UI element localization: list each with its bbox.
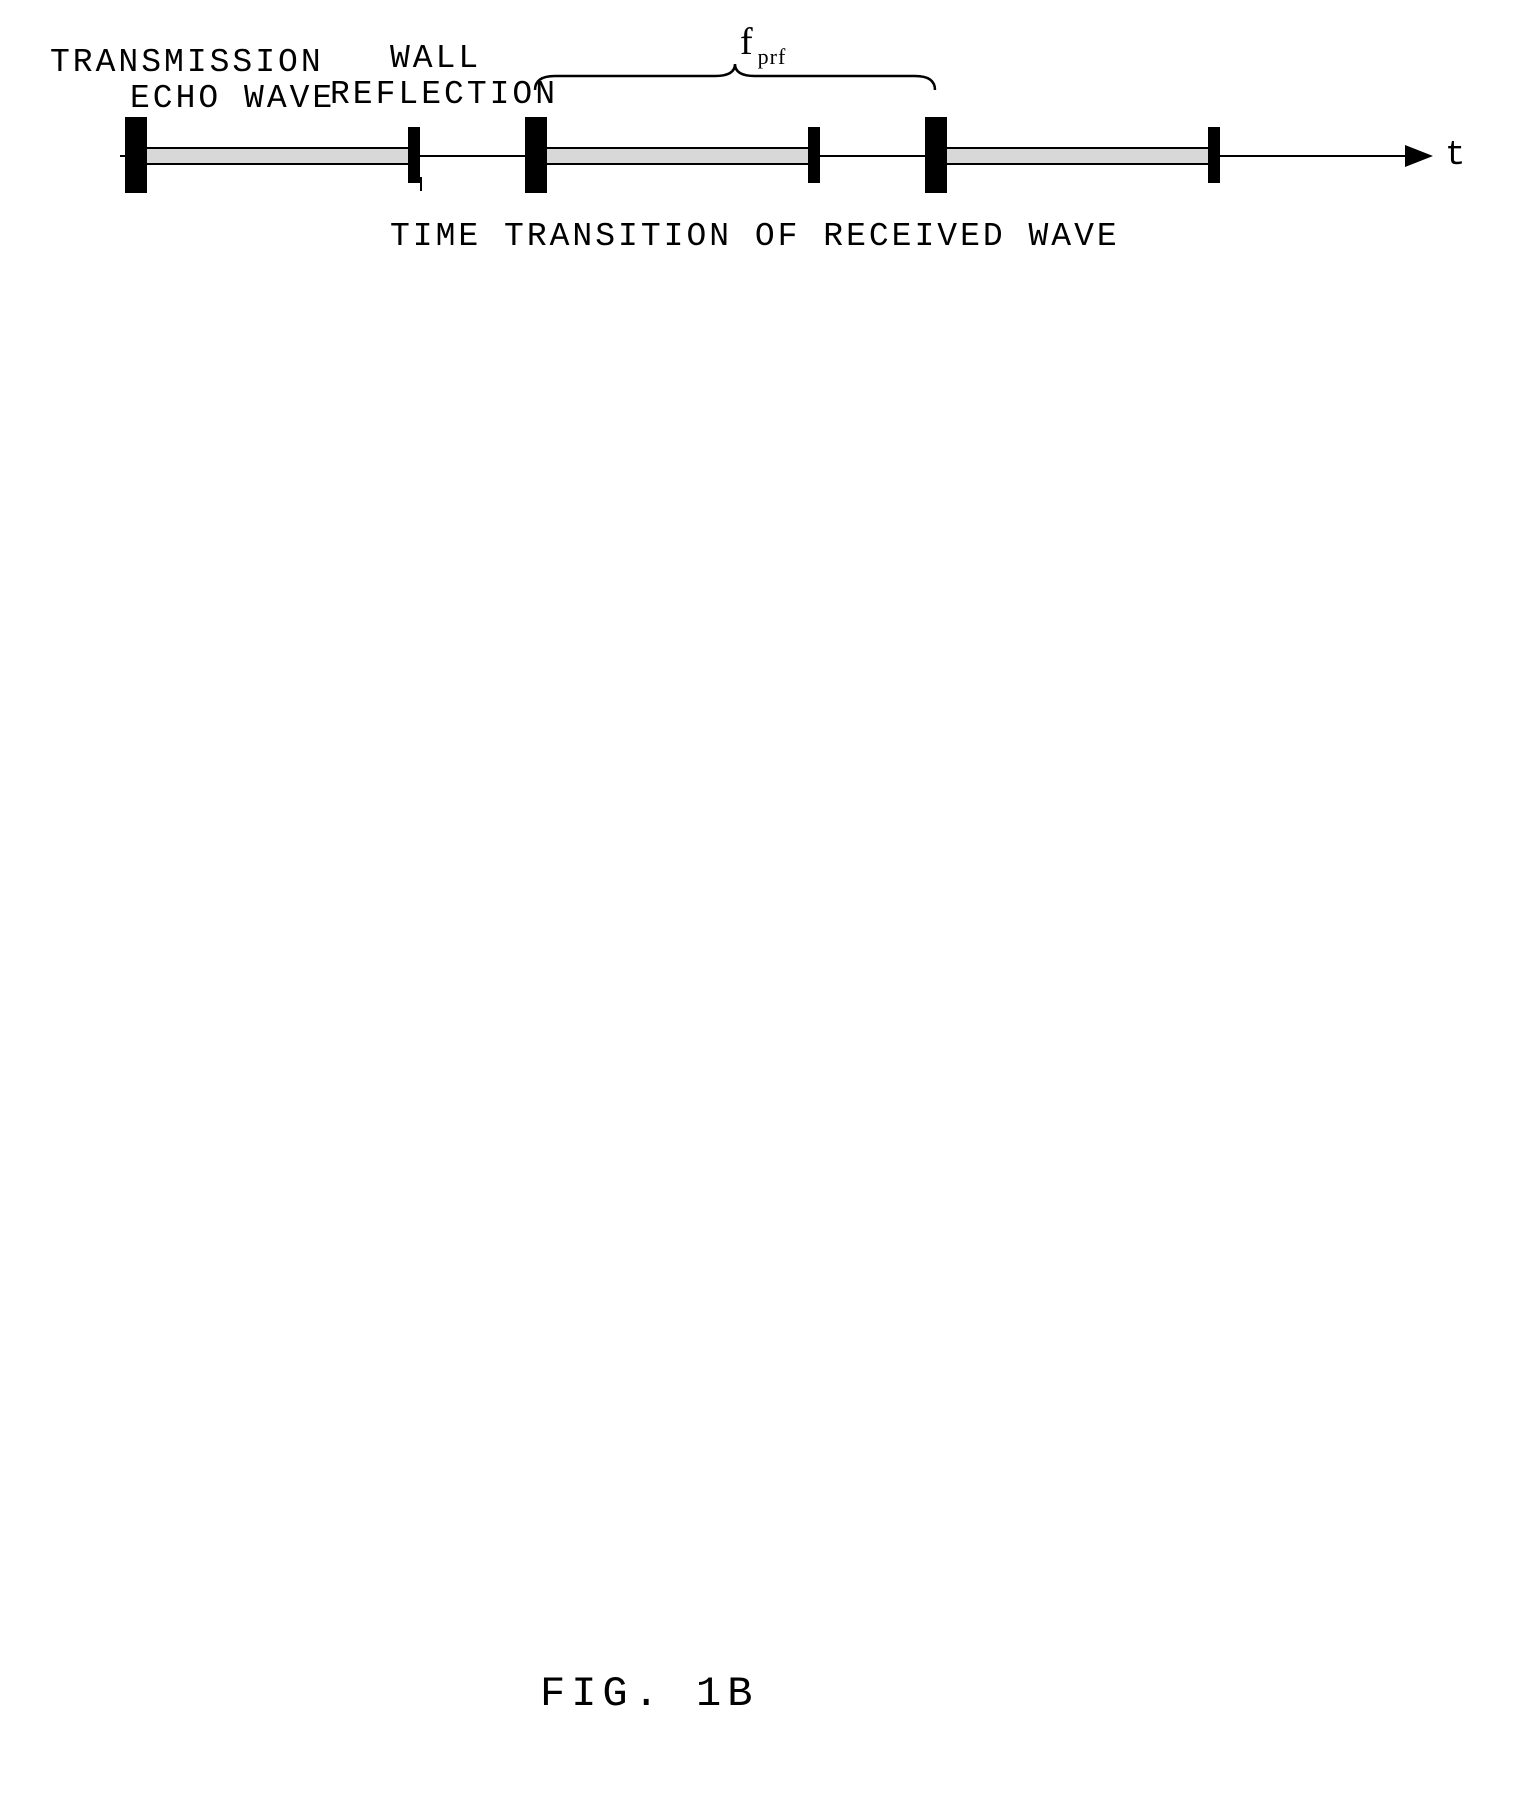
tx-pulse-3 <box>925 117 947 193</box>
timeline: t <box>120 125 1460 185</box>
timing-diagram: TRANSMISSION ECHO WAVE WALL REFLECTION f… <box>40 10 1490 260</box>
echo-band-2 <box>545 147 820 165</box>
reflection-label: REFLECTION <box>330 76 558 113</box>
wall-label: WALL <box>390 40 481 77</box>
figure-label: FIG. 1B <box>540 1670 758 1718</box>
echo-band-1 <box>145 147 420 165</box>
tx-pulse-2 <box>525 117 547 193</box>
echo-band-3 <box>945 147 1220 165</box>
axis-label: t <box>1445 137 1465 175</box>
wall-reflection-2 <box>808 127 820 183</box>
tick-1 <box>420 177 422 191</box>
axis-arrow <box>1405 145 1433 167</box>
transmission-label: TRANSMISSION <box>50 44 324 81</box>
wall-reflection-3 <box>1208 127 1220 183</box>
echo-wave-label: ECHO WAVE <box>130 80 335 117</box>
fprf-base: f <box>740 21 756 63</box>
fprf-brace <box>530 62 940 92</box>
wall-reflection-1 <box>408 127 420 183</box>
tx-pulse-1 <box>125 117 147 193</box>
fprf-label: fprf <box>740 20 784 64</box>
diagram-caption: TIME TRANSITION OF RECEIVED WAVE <box>390 218 1120 255</box>
